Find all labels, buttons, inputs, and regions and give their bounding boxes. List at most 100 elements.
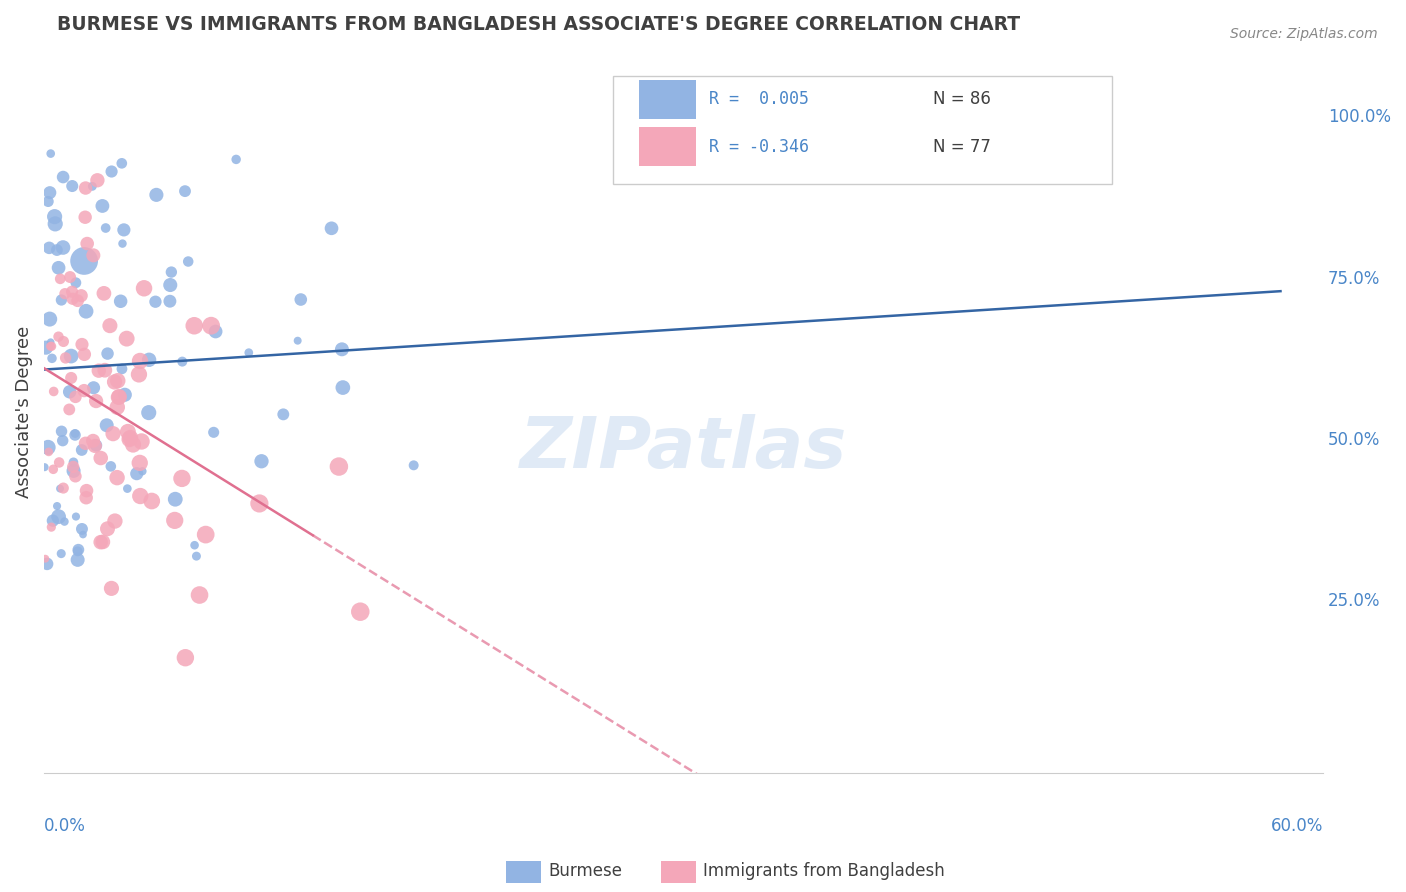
Point bbox=[39, 339, 62, 353]
Point bbox=[108, 390, 131, 404]
Point bbox=[53, 515, 76, 529]
Point bbox=[35, 341, 58, 355]
Point bbox=[53, 286, 76, 301]
FancyBboxPatch shape bbox=[613, 76, 1112, 185]
Point bbox=[174, 184, 197, 198]
Point bbox=[114, 388, 136, 402]
Point bbox=[34, 551, 56, 566]
Text: R = -0.346: R = -0.346 bbox=[709, 138, 810, 156]
Point bbox=[51, 293, 73, 307]
Point bbox=[160, 265, 183, 279]
Point bbox=[172, 354, 194, 368]
Point bbox=[82, 434, 104, 448]
Point bbox=[52, 169, 75, 184]
Point bbox=[73, 384, 96, 398]
Point bbox=[83, 381, 105, 395]
Point bbox=[75, 436, 97, 450]
Point bbox=[44, 217, 66, 231]
Point bbox=[52, 334, 75, 349]
Point bbox=[60, 349, 83, 363]
Point bbox=[75, 181, 97, 195]
Point bbox=[46, 499, 69, 513]
Point bbox=[131, 434, 153, 449]
Text: 0.0%: 0.0% bbox=[44, 816, 86, 835]
Point bbox=[250, 454, 273, 468]
Point bbox=[204, 325, 226, 339]
Point bbox=[65, 509, 87, 524]
Point bbox=[91, 535, 114, 549]
Text: ZIPatlas: ZIPatlas bbox=[520, 414, 848, 483]
Point bbox=[110, 294, 132, 309]
Point bbox=[75, 491, 97, 505]
Point bbox=[111, 236, 134, 251]
Text: Burmese: Burmese bbox=[548, 863, 623, 880]
Point bbox=[117, 482, 139, 496]
Point bbox=[39, 146, 62, 161]
Point bbox=[96, 522, 118, 536]
Point bbox=[42, 384, 65, 399]
Point bbox=[51, 547, 73, 561]
Point bbox=[59, 270, 82, 285]
Point bbox=[105, 470, 128, 484]
Point bbox=[107, 374, 129, 388]
Point bbox=[65, 469, 87, 483]
Point bbox=[83, 439, 105, 453]
Point bbox=[145, 294, 167, 309]
Point bbox=[70, 337, 93, 351]
Point bbox=[86, 173, 108, 187]
Point bbox=[49, 482, 72, 496]
Point bbox=[76, 483, 98, 498]
Point bbox=[58, 402, 80, 417]
Point bbox=[34, 460, 56, 475]
Point bbox=[65, 390, 87, 404]
Point bbox=[42, 462, 65, 476]
Point bbox=[94, 221, 117, 235]
Point bbox=[183, 538, 205, 552]
Point bbox=[163, 513, 186, 527]
Point bbox=[72, 527, 94, 541]
Point bbox=[65, 276, 87, 290]
Point bbox=[194, 527, 217, 541]
Point bbox=[41, 339, 63, 353]
Point bbox=[104, 514, 127, 528]
Point bbox=[225, 153, 247, 167]
Point bbox=[98, 318, 121, 333]
Point bbox=[129, 489, 152, 503]
Point bbox=[38, 312, 60, 326]
Point bbox=[73, 347, 96, 361]
Point bbox=[66, 293, 89, 308]
Point bbox=[200, 318, 222, 333]
Point bbox=[55, 351, 77, 365]
Point bbox=[138, 352, 160, 367]
Point bbox=[100, 582, 122, 596]
Point bbox=[129, 354, 152, 368]
Point bbox=[120, 431, 142, 445]
Point bbox=[62, 455, 84, 469]
Bar bbox=[638, 127, 696, 167]
Point bbox=[48, 509, 70, 524]
Point bbox=[84, 394, 107, 409]
Point bbox=[183, 318, 205, 333]
Text: N = 77: N = 77 bbox=[934, 138, 991, 156]
Point bbox=[159, 294, 181, 309]
Point bbox=[247, 496, 270, 510]
Point bbox=[90, 535, 112, 549]
Point bbox=[48, 329, 70, 343]
Point bbox=[52, 434, 75, 448]
Point bbox=[59, 384, 82, 399]
Point bbox=[138, 406, 160, 420]
Point bbox=[37, 441, 59, 455]
Point bbox=[87, 364, 110, 378]
Point bbox=[103, 375, 125, 389]
Point bbox=[188, 588, 211, 602]
Point bbox=[165, 492, 187, 507]
Point bbox=[125, 467, 148, 481]
Point bbox=[62, 292, 84, 306]
Point bbox=[66, 553, 89, 567]
Point bbox=[70, 288, 93, 302]
Point bbox=[75, 304, 97, 318]
Point bbox=[118, 432, 141, 446]
Point bbox=[115, 332, 138, 346]
Point bbox=[63, 426, 86, 441]
Point bbox=[100, 164, 122, 178]
